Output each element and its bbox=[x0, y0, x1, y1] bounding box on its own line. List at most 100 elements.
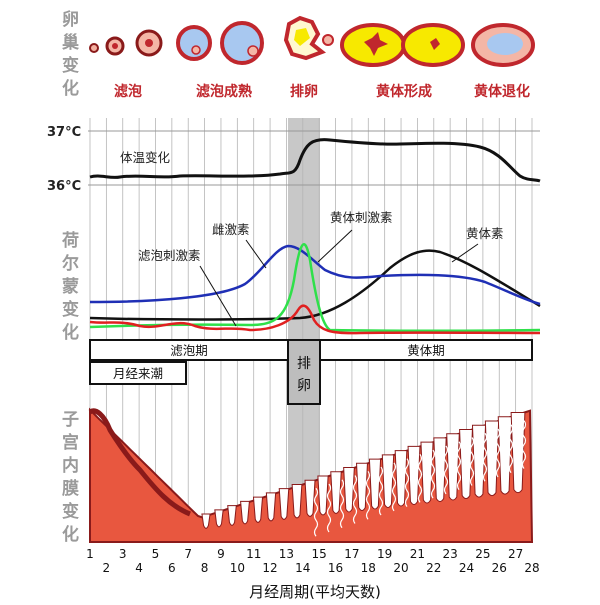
endometrium-gland-gap bbox=[484, 420, 500, 497]
endometrium-gland-gap bbox=[420, 441, 434, 504]
ovary-mature-follicle-illustrations bbox=[176, 21, 264, 65]
endometrium-gland-coil bbox=[443, 445, 449, 495]
ovulation-phase-box bbox=[287, 339, 321, 405]
endometrium-gland-coil bbox=[430, 449, 436, 499]
temperature-curve-label: 体温变化 bbox=[120, 150, 171, 165]
endometrium-gland-coil bbox=[417, 454, 423, 503]
svg-text:化: 化 bbox=[62, 524, 79, 545]
svg-text:子: 子 bbox=[62, 410, 79, 430]
x-axis-title: 月经周期(平均天数) bbox=[249, 583, 381, 601]
lh-leader bbox=[317, 229, 353, 263]
svg-text:变: 变 bbox=[62, 299, 79, 320]
day-tick-label: 14 bbox=[295, 561, 310, 575]
day-tick-label: 23 bbox=[443, 547, 458, 561]
endometrium-gland-gap bbox=[394, 450, 408, 507]
endometrium-gland-gap bbox=[407, 445, 421, 505]
day-tick-label: 17 bbox=[344, 547, 359, 561]
endometrium-gland-gap bbox=[471, 424, 487, 498]
day-tick-label: 7 bbox=[184, 547, 192, 561]
endometrium-gland-coil bbox=[313, 487, 319, 537]
day-tick-label: 1 bbox=[86, 547, 94, 561]
endometrium-gland-gap bbox=[497, 416, 513, 495]
endometrium-gland-coil bbox=[365, 470, 371, 520]
hormone-side-label: 荷 尔 蒙 变 化 bbox=[62, 230, 79, 343]
endometrium-gland-coil bbox=[378, 466, 384, 516]
svg-text:宫: 宫 bbox=[62, 432, 79, 453]
day-tick-label: 12 bbox=[262, 561, 277, 575]
day-tick-label: 9 bbox=[217, 547, 225, 561]
corpus-luteum-regression-illustration bbox=[471, 23, 535, 67]
endometrium-gland-coil bbox=[456, 441, 462, 491]
day-axis: 1234567891011121314151617181920212223242… bbox=[86, 547, 539, 575]
lh-label: 黄体刺激素 bbox=[330, 210, 393, 225]
svg-text:巢: 巢 bbox=[61, 32, 80, 53]
day-tick-label: 24 bbox=[459, 561, 474, 575]
stage-label-luteal-regression: 黄体退化 bbox=[474, 83, 530, 100]
svg-text:蒙: 蒙 bbox=[62, 276, 79, 297]
endometrium-gland-gap bbox=[214, 509, 224, 528]
svg-text:内: 内 bbox=[62, 455, 79, 476]
endometrium-gland-gap bbox=[291, 483, 303, 519]
endometrium-gland-gap bbox=[278, 488, 290, 520]
ovulation-band bbox=[288, 118, 320, 542]
endometrium-gland-coil bbox=[391, 462, 397, 512]
endometrium-gland-coil bbox=[508, 424, 514, 474]
day-tick-label: 2 bbox=[103, 561, 111, 575]
day-tick-label: 10 bbox=[230, 561, 245, 575]
day-tick-label: 28 bbox=[524, 561, 539, 575]
endometrium-gland-gap bbox=[433, 437, 447, 503]
day-tick-label: 13 bbox=[279, 547, 294, 561]
fsh-leader bbox=[199, 265, 237, 327]
svg-text:卵: 卵 bbox=[62, 9, 79, 30]
endometrium-gland-coil bbox=[326, 483, 332, 533]
day-tick-label: 25 bbox=[475, 547, 490, 561]
endometrium-gland-gap bbox=[459, 428, 473, 500]
day-tick-label: 8 bbox=[201, 561, 209, 575]
follicular-phase-label: 滤泡期 bbox=[170, 343, 208, 358]
day-tick-label: 22 bbox=[426, 561, 441, 575]
day-tick-label: 16 bbox=[328, 561, 343, 575]
estrogen-curve bbox=[89, 244, 541, 306]
fsh-label: 滤泡刺激素 bbox=[138, 248, 201, 263]
svg-text:尔: 尔 bbox=[62, 253, 79, 274]
endometrium-gland-coil bbox=[521, 420, 527, 469]
endometrium-gland-coil bbox=[339, 479, 345, 529]
svg-text:变: 变 bbox=[62, 501, 79, 522]
endometrium-gland-gap bbox=[510, 412, 526, 494]
ovulation-illustration bbox=[283, 15, 334, 61]
stage-label-mature-follicle: 滤泡成熟 bbox=[196, 83, 252, 100]
temp-low-label: 36°C bbox=[47, 179, 81, 194]
progesterone-label: 黄体素 bbox=[466, 226, 504, 241]
endometrium-illustration bbox=[88, 407, 534, 543]
endometrium-gland-gap bbox=[368, 458, 382, 510]
day-tick-label: 26 bbox=[492, 561, 507, 575]
menstruation-label: 月经来潮 bbox=[113, 366, 163, 381]
endometrium-gland-gap bbox=[317, 475, 329, 516]
endometrium-gland-gap bbox=[201, 513, 211, 529]
progesterone-curve bbox=[89, 249, 541, 321]
menstruation-box bbox=[89, 361, 187, 385]
ovary-follicle-illustrations bbox=[89, 29, 163, 57]
day-tick-label: 21 bbox=[410, 547, 425, 561]
endometrium-gland-coil bbox=[469, 437, 475, 486]
endometrium-gland-gap bbox=[381, 454, 395, 508]
svg-text:荷: 荷 bbox=[62, 230, 79, 251]
stage-label-ovulation: 排卵 bbox=[290, 83, 318, 100]
stage-label-corpus-luteum: 黄体形成 bbox=[376, 83, 432, 100]
svg-text:化: 化 bbox=[62, 78, 79, 99]
endometrium-gland-gap bbox=[240, 500, 250, 525]
endometrium-gland-gap bbox=[304, 479, 316, 517]
ovary-side-label: 卵 巢 变 化 bbox=[61, 9, 80, 99]
day-tick-label: 3 bbox=[119, 547, 127, 561]
lh-curve bbox=[89, 243, 541, 332]
endometrium-gland-gap bbox=[227, 505, 237, 526]
day-tick-label: 6 bbox=[168, 561, 176, 575]
svg-text:膜: 膜 bbox=[62, 478, 79, 499]
endometrium-side-label: 子 宫 内 膜 变 化 bbox=[62, 410, 79, 545]
stage-label-follicle: 滤泡 bbox=[114, 83, 142, 100]
endometrium-gland-gap bbox=[252, 496, 264, 523]
estrogen-label: 雌激素 bbox=[212, 222, 250, 237]
endometrium-gland-gap bbox=[446, 433, 460, 501]
temperature-curve bbox=[89, 138, 541, 183]
